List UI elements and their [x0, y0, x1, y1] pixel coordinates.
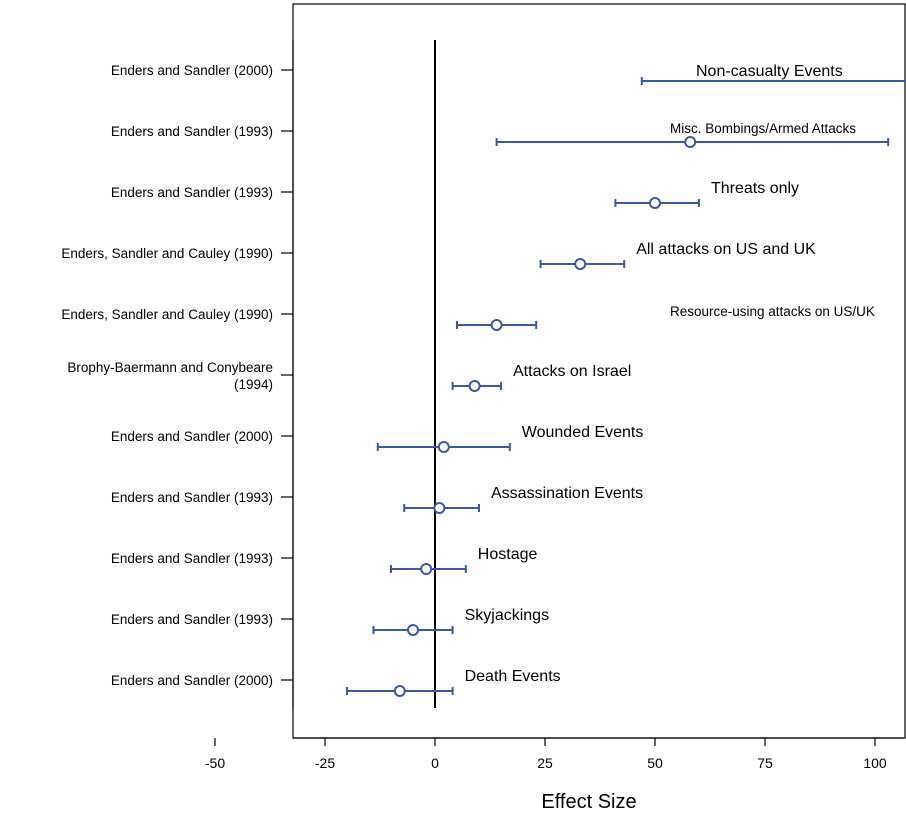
study-label: Enders and Sandler (1993): [111, 185, 273, 200]
study-label: Enders and Sandler (1993): [111, 612, 273, 627]
forest-row: Enders and Sandler (1993) Misc. Bombings/…: [111, 121, 890, 148]
x-tick-label: 50: [647, 755, 663, 771]
x-tick-label: 75: [757, 755, 773, 771]
forest-row: Enders and Sandler (2000) Death Events: [111, 668, 561, 697]
estimate-marker: [490, 319, 503, 331]
condition-label: Skyjackings: [465, 607, 549, 624]
study-label: Enders, Sandler and Cauley (1990): [61, 246, 273, 261]
x-tick-label: 100: [863, 755, 887, 771]
study-label: Brophy-Baermann and Conybeare (1994): [67, 360, 273, 392]
x-tick-label: -25: [315, 755, 335, 771]
estimate-marker: [468, 380, 481, 392]
condition-label: Threats only: [711, 180, 799, 197]
forest-row: Enders and Sandler (1993) Assassination E…: [111, 485, 643, 514]
x-tick-label: 25: [537, 755, 553, 771]
study-label: Enders and Sandler (2000): [111, 429, 273, 444]
x-axis-label: Effect Size: [541, 791, 636, 813]
study-label: Enders and Sandler (1993): [111, 551, 273, 566]
study-label: Enders, Sandler and Cauley (1990): [61, 307, 273, 322]
estimate-marker: [649, 197, 661, 209]
x-tick-label: -50: [205, 755, 225, 771]
condition-label: Attacks on Israel: [513, 363, 631, 380]
estimate-marker: [393, 685, 406, 697]
estimate-marker: [437, 441, 450, 453]
study-label: Enders and Sandler (1993): [111, 490, 273, 505]
study-label: Enders and Sandler (2000): [111, 673, 273, 688]
forest-row: Brophy-Baermann and Conybeare (1994) Attac…: [67, 360, 631, 392]
condition-label: Assassination Events: [491, 485, 643, 502]
study-label-line: Brophy-Baermann and Conybeare: [67, 360, 273, 375]
estimate-marker: [433, 502, 446, 514]
condition-label: Misc. Bombings/Armed Attacks: [670, 121, 856, 136]
estimate-marker: [407, 624, 419, 636]
condition-label: Non-casualty Events: [696, 63, 843, 80]
forest-row: Enders and Sandler (2000) Wounded Events: [111, 424, 644, 453]
forest-row: Enders, Sandler and Cauley (1990) Resourc…: [61, 304, 875, 331]
study-label: Enders and Sandler (2000): [111, 63, 273, 78]
forest-row: Enders and Sandler (1993) Skyjackings: [111, 607, 549, 636]
condition-label: Death Events: [465, 668, 561, 685]
condition-label: Hostage: [478, 546, 538, 563]
condition-label: All attacks on US and UK: [636, 241, 816, 258]
x-tick-label: 0: [431, 755, 439, 771]
forest-row: Enders, Sandler and Cauley (1990) All att…: [61, 241, 816, 270]
estimate-marker: [420, 563, 433, 575]
forest-row: Enders and Sandler (1993) Hostage: [111, 546, 538, 575]
study-label-line: (1994): [234, 377, 273, 392]
forest-row: Enders and Sandler (2000) Non-casualty Ev…: [111, 63, 906, 85]
estimate-marker: [684, 136, 697, 148]
condition-label: Resource-using attacks on US/UK: [670, 304, 875, 319]
forest-row: Enders and Sandler (1993) Threats only: [111, 180, 799, 209]
study-label: Enders and Sandler (1993): [111, 124, 273, 139]
condition-label: Wounded Events: [522, 424, 644, 441]
x-axis-ticks: -50-250255075100125150175200: [205, 738, 887, 771]
estimate-marker: [574, 258, 587, 270]
forest-rows: Enders and Sandler (2000) Non-casualty Ev…: [61, 63, 906, 697]
